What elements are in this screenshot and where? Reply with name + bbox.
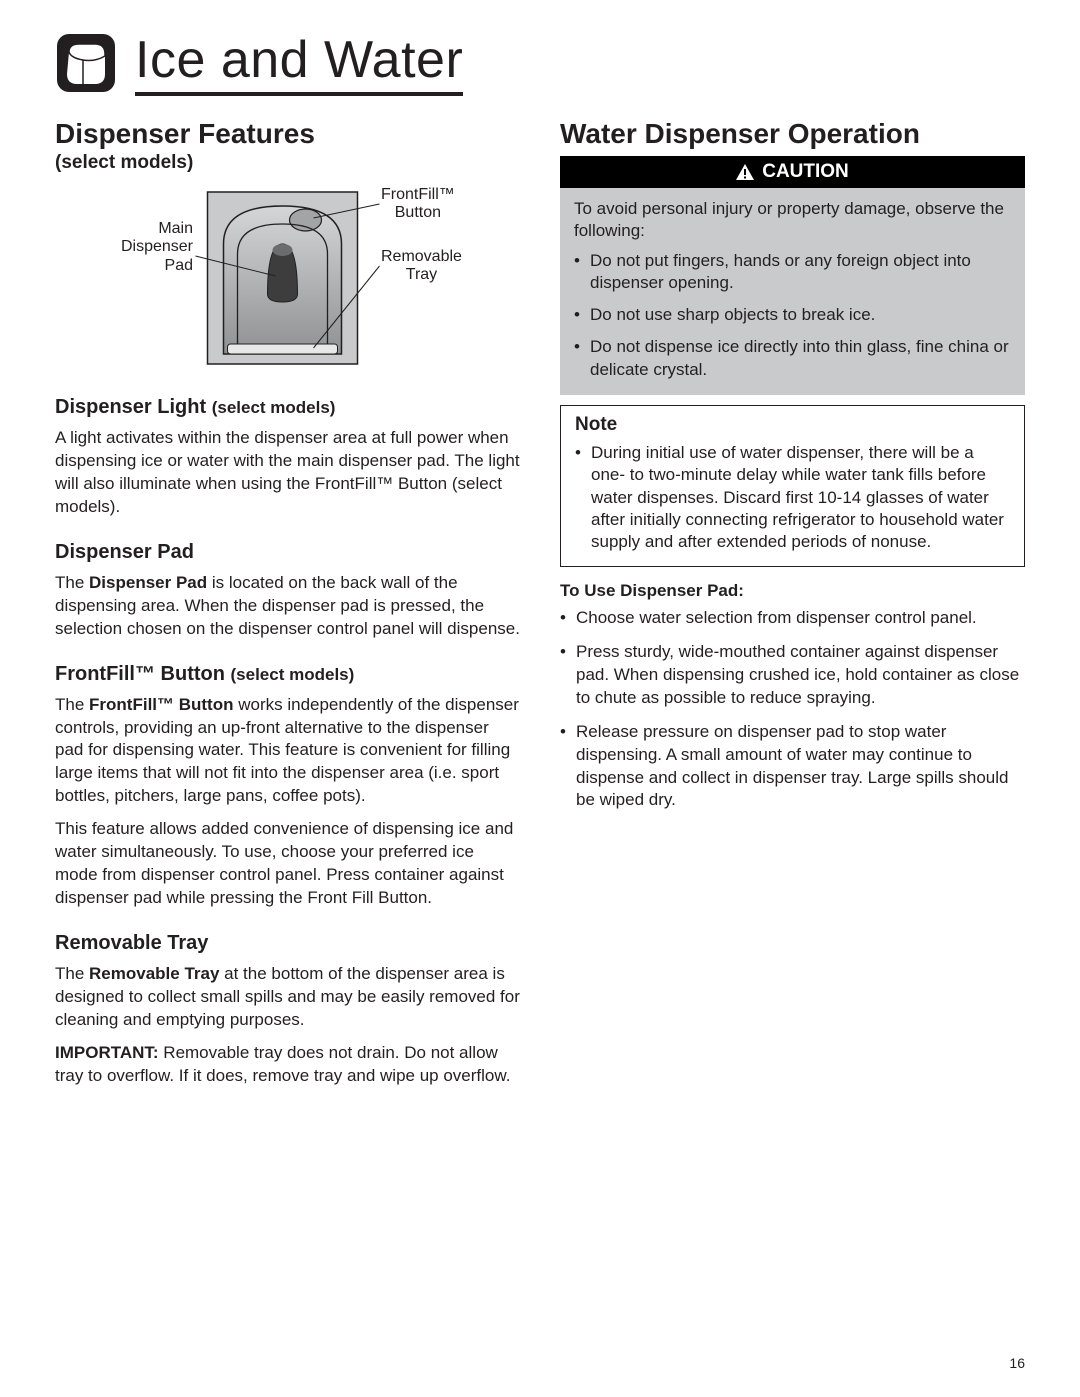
- text-bold: Removable Tray: [89, 964, 219, 983]
- use-item: Release pressure on dispenser pad to sto…: [560, 721, 1025, 811]
- left-column: Dispenser Features (select models): [55, 118, 520, 1098]
- dispenser-features-heading: Dispenser Features: [55, 118, 520, 150]
- page-number: 16: [1009, 1355, 1025, 1371]
- use-dispenser-list: Choose water selection from dispenser co…: [560, 607, 1025, 812]
- dispenser-pad-body: The Dispenser Pad is located on the back…: [55, 572, 520, 641]
- use-item: Press sturdy, wide-mouthed container aga…: [560, 641, 1025, 709]
- dispenser-diagram: Main Dispenser Pad FrontFill™ Button Rem…: [55, 184, 520, 374]
- label-text: FrontFill™ Button: [381, 186, 455, 221]
- note-box: Note During initial use of water dispens…: [560, 405, 1025, 567]
- caution-intro: To avoid personal injury or property dam…: [574, 198, 1011, 242]
- heading-parens: (select models): [212, 398, 336, 417]
- page-header: Ice and Water: [55, 30, 1025, 96]
- use-item: Choose water selection from dispenser co…: [560, 607, 1025, 630]
- caution-list: Do not put fingers, hands or any foreign…: [574, 250, 1011, 380]
- label-text: Removable Tray: [381, 248, 462, 283]
- caution-box: To avoid personal injury or property dam…: [560, 188, 1025, 395]
- text-pre: The: [55, 964, 89, 983]
- heading-text: Dispenser Light: [55, 396, 206, 418]
- frontfill-body-1: The FrontFill™ Button works independentl…: [55, 694, 520, 809]
- text-pre: The: [55, 573, 89, 592]
- caution-bar: CAUTION: [560, 156, 1025, 188]
- removable-tray-heading: Removable Tray: [55, 932, 520, 955]
- right-column: Water Dispenser Operation CAUTION To avo…: [560, 118, 1025, 1098]
- diagram-label-main-pad: Main Dispenser Pad: [103, 220, 193, 275]
- removable-tray-important: IMPORTANT: Removable tray does not drain…: [55, 1042, 520, 1088]
- heading-text: FrontFill™ Button: [55, 663, 225, 685]
- caution-item: Do not put fingers, hands or any foreign…: [574, 250, 1011, 294]
- caution-item: Do not use sharp objects to break ice.: [574, 304, 1011, 326]
- select-models-label: (select models): [55, 152, 520, 174]
- dispenser-light-body: A light activates within the dispenser a…: [55, 427, 520, 519]
- frontfill-heading: FrontFill™ Button (select models): [55, 663, 520, 686]
- dispenser-light-heading: Dispenser Light (select models): [55, 396, 520, 419]
- text-bold: FrontFill™ Button: [89, 695, 233, 714]
- removable-tray-body: The Removable Tray at the bottom of the …: [55, 963, 520, 1032]
- text-bold: Dispenser Pad: [89, 573, 207, 592]
- use-dispenser-heading: To Use Dispenser Pad:: [560, 581, 1025, 601]
- text-pre: The: [55, 695, 89, 714]
- caution-item: Do not dispense ice directly into thin g…: [574, 336, 1011, 380]
- warning-icon: [736, 164, 754, 180]
- frontfill-body-2: This feature allows added convenience of…: [55, 818, 520, 910]
- note-item: During initial use of water dispenser, t…: [575, 442, 1010, 554]
- note-list: During initial use of water dispenser, t…: [575, 442, 1010, 554]
- heading-parens: (select models): [231, 665, 355, 684]
- page-title: Ice and Water: [135, 30, 463, 96]
- diagram-label-tray: Removable Tray: [381, 248, 462, 285]
- caution-label: CAUTION: [762, 161, 849, 183]
- diagram-label-frontfill: FrontFill™ Button: [381, 186, 455, 223]
- ice-cube-icon: [55, 32, 117, 94]
- water-dispenser-heading: Water Dispenser Operation: [560, 118, 1025, 150]
- dispenser-pad-heading: Dispenser Pad: [55, 541, 520, 564]
- text-bold: IMPORTANT:: [55, 1043, 159, 1062]
- content-columns: Dispenser Features (select models): [55, 118, 1025, 1098]
- label-text: Main Dispenser Pad: [121, 220, 193, 274]
- note-label: Note: [575, 414, 1010, 436]
